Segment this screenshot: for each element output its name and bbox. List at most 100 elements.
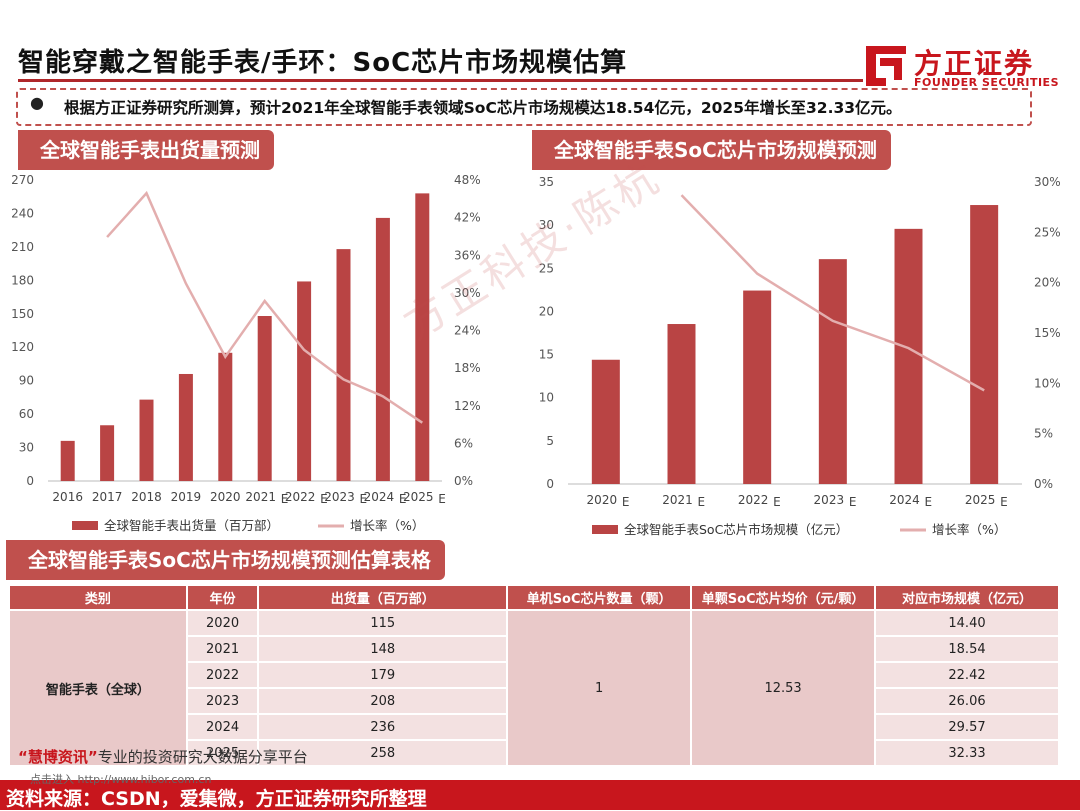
bar <box>178 373 193 481</box>
x-tick-label: 2021 <box>662 493 693 507</box>
huibo-note: “慧博资讯”专业的投资研究大数据分享平台 <box>18 746 308 767</box>
cell-market: 14.40 <box>876 611 1058 635</box>
header-category: 类别 <box>10 586 186 609</box>
bar <box>139 399 154 481</box>
right-tick-label: 6% <box>454 436 473 450</box>
header-avg-price: 单颗SoC芯片均价（元/颗） <box>692 586 875 609</box>
right-tick-label: 24% <box>454 324 481 338</box>
header-year: 年份 <box>187 586 258 609</box>
left-tick-label: 0 <box>26 474 34 488</box>
x-tick-label: 2024 <box>364 490 395 504</box>
left-tick-label: 20 <box>539 304 554 318</box>
x-tick-suffix: E <box>438 492 446 506</box>
huibo-brand: “慧博资讯” <box>18 748 98 766</box>
table-row: 智能手表（全球） 2020 115 1 12.53 14.40 <box>10 611 1058 765</box>
x-tick-label: 2021 <box>245 490 276 504</box>
x-tick-label: 2019 <box>171 490 202 504</box>
header-chip-count: 单机SoC芯片数量（颗） <box>508 586 691 609</box>
left-tick-label: 25 <box>539 261 554 275</box>
cell-chip-count: 1 <box>508 611 691 765</box>
estimate-table: 类别 年份 出货量（百万部） 单机SoC芯片数量（颗） 单颗SoC芯片均价（元/… <box>8 584 1060 767</box>
bar <box>591 359 620 484</box>
x-tick-suffix: E <box>698 495 706 509</box>
table-row: 2025 258 32.33 <box>10 741 1058 765</box>
cell-shipment: 258 <box>259 741 507 765</box>
legend-line-label: 增长率（%） <box>932 522 1006 537</box>
x-tick-suffix: E <box>360 492 368 506</box>
cell-shipment: 115 <box>259 611 507 635</box>
growth-line <box>106 190 423 424</box>
header-market: 对应市场规模（亿元） <box>876 586 1058 609</box>
huibo-text: 专业的投资研究大数据分享平台 <box>97 748 308 766</box>
cell-shipment: 208 <box>259 689 507 713</box>
x-tick-label: 2024 <box>889 493 920 507</box>
huibo-link[interactable]: 点击进入 http://www.hibor.com.cn <box>30 773 212 786</box>
bar <box>375 217 390 482</box>
right-tick-label: 5% <box>1034 427 1053 441</box>
table-row: 2024 236 29.57 <box>10 715 1058 739</box>
table-row: 2022 179 22.42 <box>10 663 1058 687</box>
chart2-title: 全球智能手表SoC芯片市场规模预测 <box>532 130 891 170</box>
right-tick-label: 18% <box>454 361 481 375</box>
x-tick-label: 2023 <box>324 490 355 504</box>
cell-shipment: 148 <box>259 637 507 661</box>
bar <box>297 281 312 481</box>
left-tick-label: 10 <box>539 391 554 405</box>
left-tick-label: 5 <box>546 434 554 448</box>
legend-bar-label: 全球智能手表SoC芯片市场规模（亿元） <box>624 522 848 537</box>
x-tick-suffix: E <box>622 495 630 509</box>
left-tick-label: 90 <box>19 374 34 388</box>
cell-market: 22.42 <box>876 663 1058 687</box>
right-tick-label: 42% <box>454 211 481 225</box>
chart1-title: 全球智能手表出货量预测 <box>18 130 274 170</box>
shipment-chart: 0 30 60 90 120 150 180 210 240 270 0% 6% 12% 18% 24% 30… <box>11 173 481 533</box>
bar <box>667 324 696 484</box>
table-row: 2023 208 26.06 <box>10 689 1058 713</box>
right-tick-label: 0% <box>1034 477 1053 491</box>
cell-market: 32.33 <box>876 741 1058 765</box>
cell-avg-price: 12.53 <box>692 611 875 765</box>
cell-shipment: 236 <box>259 715 507 739</box>
cell-year: 2024 <box>187 715 258 739</box>
right-tick-label: 30% <box>1034 175 1061 189</box>
bar <box>415 193 430 481</box>
cell-market: 29.57 <box>876 715 1058 739</box>
x-tick-label: 2023 <box>814 493 845 507</box>
cell-market: 18.54 <box>876 637 1058 661</box>
left-tick-label: 35 <box>539 175 554 189</box>
right-tick-label: 0% <box>454 474 473 488</box>
x-tick-label: 2020 <box>587 493 618 507</box>
right-tick-label: 36% <box>454 248 481 262</box>
left-tick-label: 30 <box>539 218 554 232</box>
table-title: 全球智能手表SoC芯片市场规模预测估算表格 <box>6 540 445 580</box>
page-title: 智能穿戴之智能手表/手环：SoC芯片市场规模估算 <box>18 48 628 78</box>
x-tick-suffix: E <box>320 492 328 506</box>
cell-category: 智能手表（全球） <box>10 611 186 765</box>
bullet-icon: ● <box>30 93 44 112</box>
summary-text: 根据方正证券研究所测算，预计2021年全球智能手表领域SoC芯片市场规模达18.… <box>64 99 902 117</box>
left-tick-label: 150 <box>11 307 34 321</box>
x-tick-suffix: E <box>399 492 407 506</box>
growth-line <box>680 194 985 392</box>
x-tick-label: 2025 <box>965 493 996 507</box>
footer-bar <box>0 780 1080 810</box>
legend-line-label: 增长率（%） <box>350 518 424 533</box>
x-tick-suffix: E <box>1000 495 1008 509</box>
x-tick-suffix: E <box>281 492 289 506</box>
x-tick-label: 2025 <box>403 490 434 504</box>
right-tick-label: 12% <box>454 399 481 413</box>
left-tick-label: 180 <box>11 273 34 287</box>
x-tick-label: 2022 <box>285 490 316 504</box>
x-tick-suffix: E <box>849 495 857 509</box>
right-tick-label: 15% <box>1034 326 1061 340</box>
cell-year: 2023 <box>187 689 258 713</box>
x-tick-label: 2020 <box>210 490 241 504</box>
legend-bar-swatch <box>72 521 98 530</box>
cell-year: 2020 <box>187 611 258 635</box>
right-tick-label: 48% <box>454 173 481 187</box>
bar <box>970 205 999 485</box>
source-note: 资料来源：CSDN，爱集微，方正证券研究所整理 <box>6 788 427 810</box>
right-tick-label: 30% <box>454 286 481 300</box>
legend-bar-label: 全球智能手表出货量（百万部） <box>104 518 279 533</box>
